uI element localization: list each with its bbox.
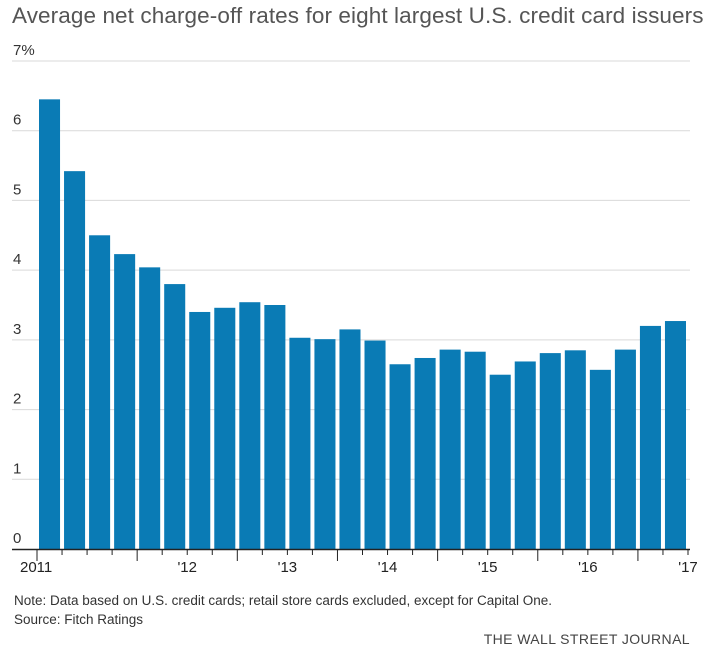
x-tick-label: '12 [177,559,197,576]
bar [439,349,461,549]
bar [214,307,236,549]
chart-title: Average net charge-off rates for eight l… [12,3,704,28]
chart-source: Source: Fitch Ratings [14,612,144,627]
bar [89,235,111,550]
bar [514,361,536,549]
publisher-logo: THE WALL STREET JOURNAL [483,631,690,647]
bars [39,99,686,550]
bar [339,329,361,549]
x-tick-label: '14 [378,559,398,576]
x-tick-label: '15 [478,559,498,576]
x-tick-label: '13 [278,559,298,576]
bar [39,99,61,549]
x-tick-label: 2011 [20,559,52,576]
bar [264,305,286,549]
y-tick-label: 2 [13,391,21,408]
bar [639,325,661,549]
x-tick-label: '17 [678,559,698,576]
bar [564,350,586,549]
bar [464,351,486,549]
bar [589,369,611,549]
y-tick-label: 6 [13,112,21,129]
y-tick-label: 3 [13,321,21,338]
chart-note: Note: Data based on U.S. credit cards; r… [14,593,553,608]
bar [664,321,686,549]
y-tick-label: 0 [13,530,21,547]
bar [389,364,411,549]
bar [164,284,186,549]
bar [139,267,161,549]
y-tick-label: 7% [13,42,35,59]
y-tick-label: 5 [13,181,21,198]
bar [64,171,86,550]
bar [539,353,561,549]
bar [489,374,511,549]
x-axis: 2011 '12 '13 '14 '15 '16 '17 [12,548,698,576]
bar [239,302,261,549]
bar [114,254,136,549]
x-tick-label: '16 [578,559,598,576]
y-tick-label: 1 [13,460,21,477]
bar [189,311,211,549]
bar [314,339,336,549]
y-tick-label: 4 [13,251,21,268]
y-axis-labels: 0 1 2 3 4 5 6 7% [13,42,35,547]
bar [289,337,311,549]
bar-chart: 0 1 2 3 4 5 6 7% 2011 '12 '13 '14 '15 '16 '17 [12,42,698,576]
bar [364,340,386,549]
bar [414,357,436,549]
bar [614,349,636,549]
